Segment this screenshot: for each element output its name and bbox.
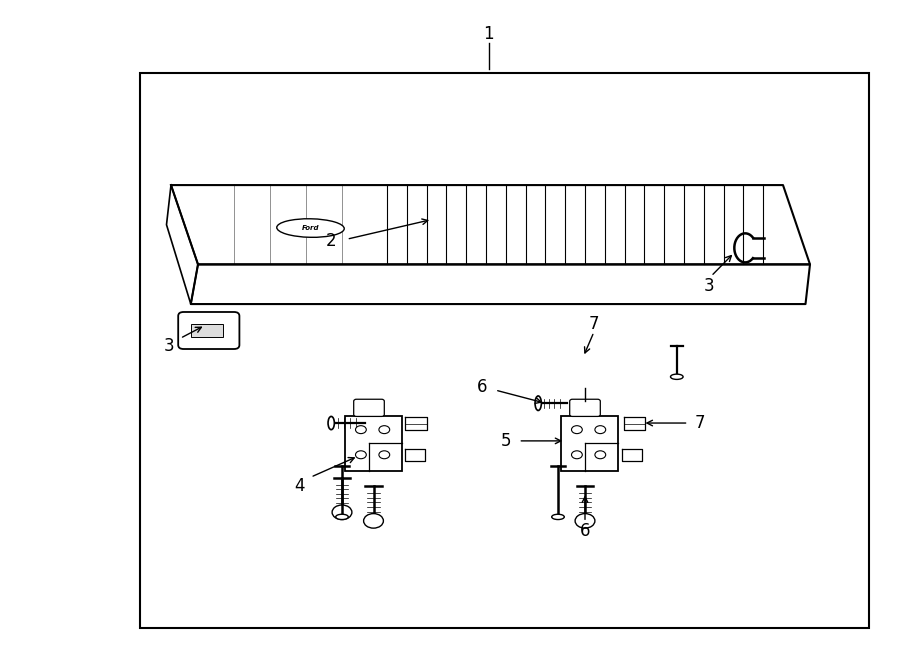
Circle shape: [595, 451, 606, 459]
Ellipse shape: [535, 396, 541, 410]
Bar: [191, 324, 223, 337]
Text: 3: 3: [704, 276, 715, 295]
Text: 7: 7: [589, 315, 599, 333]
Text: 6: 6: [580, 522, 590, 540]
Text: 6: 6: [477, 377, 488, 396]
Circle shape: [332, 505, 352, 520]
Circle shape: [595, 426, 606, 434]
Text: 2: 2: [326, 232, 337, 251]
Ellipse shape: [277, 219, 344, 237]
Circle shape: [379, 451, 390, 459]
Circle shape: [364, 514, 383, 528]
Bar: [561, 416, 618, 471]
Ellipse shape: [336, 514, 348, 520]
Circle shape: [356, 451, 366, 459]
Ellipse shape: [552, 514, 564, 520]
Ellipse shape: [328, 416, 334, 430]
Bar: [140, 73, 868, 628]
Circle shape: [379, 426, 390, 434]
Circle shape: [572, 426, 582, 434]
Text: 4: 4: [294, 477, 305, 495]
Ellipse shape: [670, 374, 683, 379]
Text: 7: 7: [695, 414, 706, 432]
Text: 5: 5: [500, 432, 511, 450]
Circle shape: [572, 451, 582, 459]
Bar: [345, 416, 402, 471]
Circle shape: [356, 426, 366, 434]
Circle shape: [575, 514, 595, 528]
FancyBboxPatch shape: [178, 312, 239, 349]
FancyBboxPatch shape: [570, 399, 600, 416]
Text: 3: 3: [164, 337, 175, 356]
Text: Ford: Ford: [302, 225, 319, 231]
Text: 1: 1: [483, 25, 494, 44]
FancyBboxPatch shape: [354, 399, 384, 416]
